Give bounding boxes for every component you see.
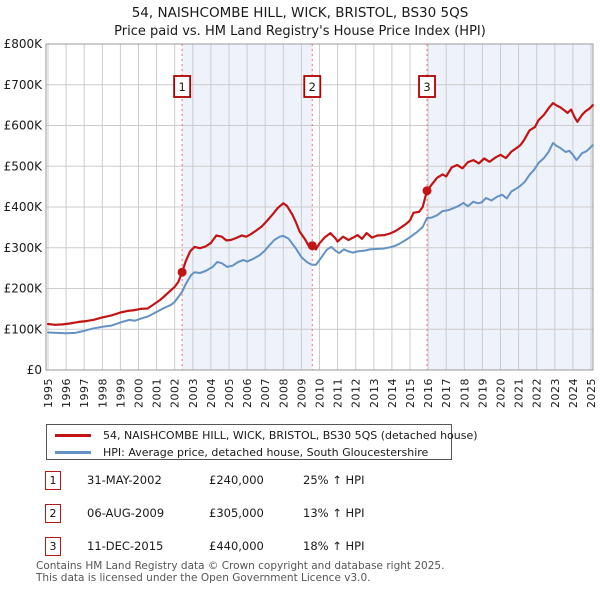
x-axis-label: 2025 bbox=[585, 378, 598, 408]
sale-marker-box-3 bbox=[418, 75, 436, 98]
y-axis-label: £0 bbox=[27, 363, 42, 377]
x-axis-label: 2017 bbox=[440, 378, 453, 408]
x-axis-label: 1995 bbox=[42, 378, 55, 408]
page-title: 54, NAISHCOMBE HILL, WICK, BRISTOL, BS30… bbox=[131, 5, 469, 21]
sale-point-2 bbox=[307, 241, 317, 251]
transaction-date: 06-AUG-2009 bbox=[87, 506, 165, 520]
x-axis-label: 2006 bbox=[241, 378, 254, 408]
y-axis-label: £600K bbox=[4, 119, 44, 133]
y-axis-label: £800K bbox=[4, 37, 44, 51]
x-axis-label: 2003 bbox=[187, 378, 200, 408]
x-axis-label: 2000 bbox=[133, 378, 146, 408]
sale-marker-label-2: 2 bbox=[309, 80, 316, 94]
transaction-price: £440,000 bbox=[209, 539, 264, 553]
y-axis-label: £100K bbox=[4, 322, 44, 336]
y-axis-label: £500K bbox=[4, 159, 44, 173]
footer-line-2: This data is licensed under the Open Gov… bbox=[36, 571, 371, 584]
x-axis-label: 2005 bbox=[223, 378, 236, 408]
hpi-series-label: HPI: Average price, detached house, Sout… bbox=[103, 445, 429, 459]
x-axis-label: 1998 bbox=[96, 378, 109, 408]
x-axis-label: 2008 bbox=[277, 378, 290, 408]
page-subtitle: Price paid vs. HM Land Registry's House … bbox=[114, 24, 486, 39]
x-axis-label: 2011 bbox=[332, 378, 345, 408]
y-axis-label: £300K bbox=[4, 241, 44, 255]
transaction-date: 31-MAY-2002 bbox=[87, 473, 162, 487]
plot-border bbox=[45, 43, 594, 371]
y-axis-label: £200K bbox=[4, 282, 44, 296]
transaction-number-badge: 2 bbox=[45, 504, 61, 523]
x-axis-label: 2023 bbox=[549, 378, 562, 408]
transaction-hpi-delta: 13% ↑ HPI bbox=[303, 506, 365, 520]
y-axis-label: £700K bbox=[4, 78, 44, 92]
x-axis-label: 2018 bbox=[458, 378, 471, 408]
legend-box: 54, NAISHCOMBE HILL, WICK, BRISTOL, BS30… bbox=[46, 424, 478, 460]
x-axis-label: 2013 bbox=[368, 378, 381, 408]
sale-marker-label-1: 1 bbox=[178, 80, 185, 94]
x-axis-label: 2007 bbox=[259, 378, 272, 408]
x-axis-label: 2012 bbox=[350, 378, 363, 408]
transaction-price: £240,000 bbox=[209, 473, 264, 487]
x-axis-label: 2015 bbox=[404, 378, 417, 408]
x-axis-label: 2020 bbox=[495, 378, 508, 408]
x-axis-label: 1997 bbox=[78, 378, 91, 408]
transaction-date: 11-DEC-2015 bbox=[87, 539, 164, 553]
price-chart-canvas: 1 2 3 £0 £100K £200K £300K £400K £500K £600K £700K… bbox=[4, 37, 598, 408]
x-axis-label: 2004 bbox=[205, 378, 218, 408]
x-axis-label: 2010 bbox=[314, 378, 327, 408]
sale-point-1 bbox=[177, 267, 187, 277]
sale-marker-box-1 bbox=[173, 75, 192, 98]
legend-row-price-series: 54, NAISHCOMBE HILL, WICK, BRISTOL, BS30… bbox=[47, 427, 478, 443]
x-axis-label: 2002 bbox=[169, 378, 182, 408]
x-axis-label: 2019 bbox=[476, 378, 489, 408]
x-axis-label: 2016 bbox=[422, 378, 435, 408]
x-axis-label: 1999 bbox=[114, 378, 127, 408]
transaction-number-badge: 3 bbox=[45, 537, 61, 556]
price-series-label: 54, NAISHCOMBE HILL, WICK, BRISTOL, BS30… bbox=[103, 428, 478, 442]
x-axis-label: 2021 bbox=[513, 378, 526, 408]
transaction-row-2: 2 06-AUG-2009 £305,000 13% ↑ HPI bbox=[45, 504, 425, 524]
footer-line-1: Contains HM Land Registry data © Crown c… bbox=[36, 560, 445, 572]
sale-marker-box-2 bbox=[303, 75, 322, 98]
price-series-swatch bbox=[55, 433, 91, 437]
sale-point-3 bbox=[422, 186, 432, 196]
transaction-row-1: 1 31-MAY-2002 £240,000 25% ↑ HPI bbox=[45, 471, 425, 491]
footer-attribution: Contains HM Land Registry data © Crown c… bbox=[36, 560, 445, 584]
y-axis-label: £400K bbox=[4, 200, 44, 214]
sale-marker-label-3: 3 bbox=[423, 80, 430, 94]
legend-row-hpi-series: HPI: Average price, detached house, Sout… bbox=[47, 444, 451, 460]
x-axis-label: 2014 bbox=[386, 378, 399, 408]
transaction-number-badge: 1 bbox=[45, 471, 61, 490]
transaction-row-3: 3 11-DEC-2015 £440,000 18% ↑ HPI bbox=[45, 537, 425, 557]
x-axis-label: 2024 bbox=[567, 378, 580, 408]
hpi-line bbox=[47, 142, 594, 335]
transaction-hpi-delta: 25% ↑ HPI bbox=[303, 473, 365, 487]
x-axis-label: 2009 bbox=[295, 378, 308, 408]
hpi-series-swatch bbox=[55, 450, 91, 454]
x-axis-label: 2001 bbox=[151, 378, 164, 408]
x-axis-label: 1996 bbox=[60, 378, 73, 408]
transaction-hpi-delta: 18% ↑ HPI bbox=[303, 539, 365, 553]
price-line bbox=[46, 101, 594, 326]
x-axis-label: 2022 bbox=[531, 378, 544, 408]
transaction-price: £305,000 bbox=[209, 506, 264, 520]
